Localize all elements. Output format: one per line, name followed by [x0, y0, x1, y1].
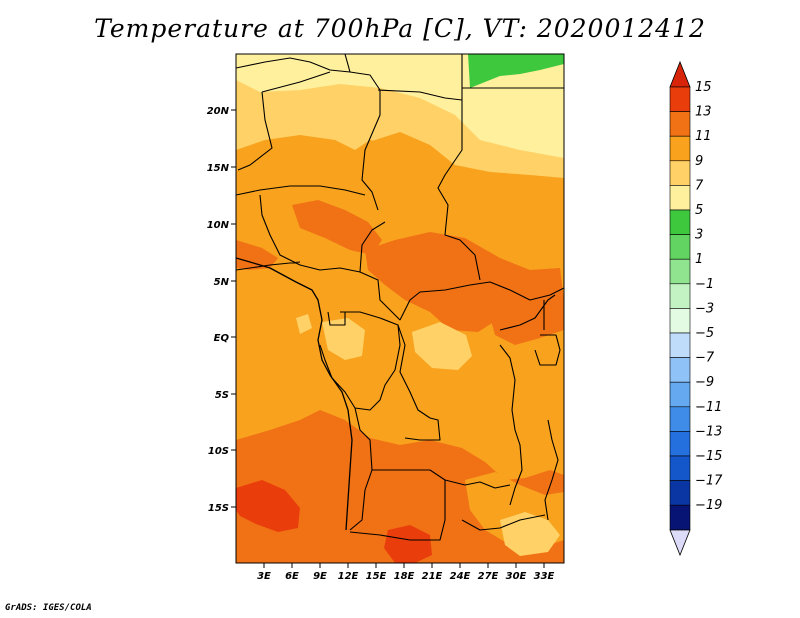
colorbar-label: −11	[695, 400, 722, 415]
colorbar-swatches	[669, 86, 691, 531]
colorbar-swatch	[669, 135, 691, 162]
colorbar-label: −17	[695, 474, 723, 489]
colorbar-labels: 15 13 11 9 7 5 3 1 −1 −3 −5 −7 −9 −11 −13 −15 −17 −19	[695, 80, 723, 513]
colorbar-swatch	[669, 431, 691, 457]
colorbar-swatch	[669, 209, 691, 235]
colorbar-swatch	[669, 308, 691, 334]
grads-credit: GrADS: IGES/COLA	[5, 603, 92, 613]
field-hot-band-west	[292, 200, 382, 255]
colorbar-swatch	[669, 357, 691, 383]
field-congo-pale	[412, 322, 472, 370]
field-central-pale	[322, 318, 365, 360]
lat-label-eq: EQ	[214, 333, 230, 344]
chart-title: Temperature at 700hPa [C], VT: 202001241…	[94, 14, 706, 43]
plot-frame	[235, 53, 565, 564]
colorbar-label: −3	[695, 301, 714, 316]
lat-label-15s: 15S	[208, 503, 229, 514]
lon-label-18e: 18E	[394, 571, 415, 582]
lat-label-20n: 20N	[207, 106, 230, 117]
colorbar-label: 1	[695, 252, 703, 267]
lon-label-21e: 21E	[422, 571, 443, 582]
latitude-axis: 20N 15N 10N 5N EQ 5S 10S 15S	[207, 106, 236, 514]
colorbar-label: 5	[695, 203, 703, 218]
colorbar-bottom-arrow	[669, 529, 691, 557]
colorbar-swatch	[669, 283, 691, 309]
colorbar-label: 13	[695, 105, 712, 120]
colorbar-label: −7	[695, 351, 715, 366]
field-south-hot-spot	[384, 525, 432, 563]
colorbar-swatch	[669, 381, 691, 408]
country-borders	[236, 54, 564, 541]
colorbar-swatch	[669, 406, 691, 432]
field-west-coast-patch	[236, 240, 278, 270]
field-west-pale	[296, 314, 312, 334]
lon-label-12e: 12E	[338, 571, 359, 582]
colorbar-swatch	[669, 160, 691, 186]
lon-label-30e: 30E	[506, 571, 527, 582]
lat-label-10n: 10N	[207, 220, 230, 231]
lat-label-5n: 5N	[214, 277, 230, 288]
border-lines	[236, 54, 564, 541]
lon-label-27e: 27E	[478, 571, 499, 582]
colorbar-swatch	[669, 504, 691, 531]
colorbar-swatch	[669, 185, 691, 211]
colorbar-label: 15	[695, 80, 712, 95]
colorbar-label: −5	[695, 326, 714, 341]
field-southwest-hot	[236, 480, 300, 532]
colorbar-label: 3	[695, 228, 703, 243]
longitude-axis: 3E 6E 9E 12E 15E 18E 21E 24E 27E 30E 33E	[257, 563, 555, 582]
colorbar-label: −19	[695, 498, 722, 513]
colorbar-label: 9	[695, 154, 703, 169]
colorbar-label: −15	[695, 449, 722, 464]
lon-label-3e: 3E	[257, 571, 271, 582]
lat-label-15n: 15N	[207, 163, 230, 174]
colorbar-swatch	[669, 234, 691, 260]
colorbar-swatch	[669, 455, 691, 481]
colorbar-label: −9	[695, 375, 714, 390]
colorbar-label: 11	[695, 129, 712, 144]
colorbar-swatch	[669, 111, 691, 137]
colorbar-top-arrow	[669, 60, 691, 88]
colorbar-swatch	[669, 480, 691, 506]
colorbar-swatch	[669, 258, 691, 285]
field-southeast-pale	[500, 512, 560, 556]
colorbar: 15 13 11 9 7 5 3 1 −1 −3 −5 −7 −9 −11 −13 −15 −17 −19	[669, 60, 723, 557]
field-northeast-cold	[468, 54, 564, 88]
colorbar-label: 7	[695, 178, 704, 193]
lon-label-9e: 9E	[313, 571, 327, 582]
field-hot-band-center	[365, 232, 564, 332]
lon-label-33e: 33E	[534, 571, 555, 582]
lon-label-24e: 24E	[450, 571, 471, 582]
colorbar-label: −1	[695, 277, 714, 292]
lon-label-6e: 6E	[285, 571, 299, 582]
colorbar-swatch	[669, 332, 691, 358]
colorbar-swatch	[669, 86, 691, 112]
lat-label-10s: 10S	[208, 446, 229, 457]
coastline-west	[236, 257, 353, 531]
lat-label-5s: 5S	[215, 390, 229, 401]
lon-label-15e: 15E	[366, 571, 387, 582]
colorbar-label: −13	[695, 424, 722, 439]
temperature-field	[236, 54, 564, 563]
